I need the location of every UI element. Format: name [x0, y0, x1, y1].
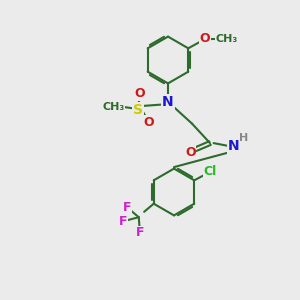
Text: H: H — [239, 133, 248, 143]
Text: N: N — [228, 139, 239, 153]
Text: F: F — [123, 201, 132, 214]
Text: O: O — [185, 146, 196, 159]
Text: O: O — [200, 32, 210, 45]
Text: CH₃: CH₃ — [215, 34, 238, 44]
Text: F: F — [136, 226, 145, 239]
Text: O: O — [134, 87, 145, 101]
Text: CH₃: CH₃ — [102, 101, 124, 112]
Text: O: O — [143, 116, 154, 129]
Text: Cl: Cl — [203, 165, 217, 178]
Text: F: F — [119, 215, 128, 228]
Text: S: S — [133, 103, 143, 116]
Text: N: N — [162, 95, 174, 109]
